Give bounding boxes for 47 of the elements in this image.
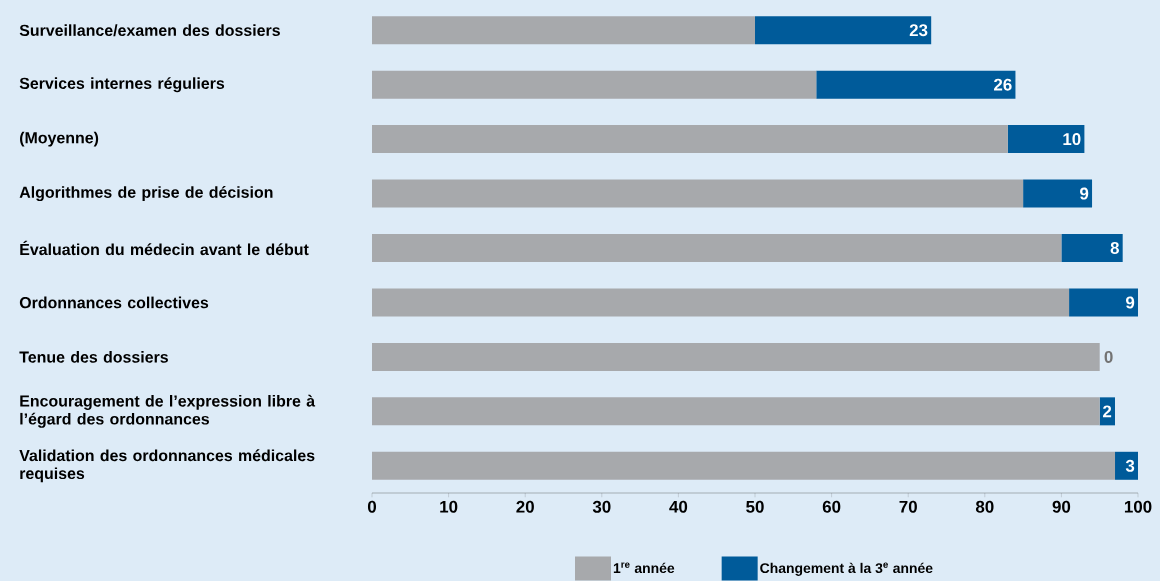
x-tick-label: 60 bbox=[822, 500, 841, 513]
bar bbox=[1023, 179, 1093, 208]
bar bbox=[372, 288, 1070, 317]
data-label: 9 bbox=[1080, 187, 1089, 200]
x-tick-label: 30 bbox=[592, 500, 611, 513]
bar bbox=[372, 16, 755, 45]
x-tick-label: 0 bbox=[367, 500, 377, 513]
x-tick-label: 40 bbox=[669, 500, 688, 513]
bar bbox=[1061, 234, 1123, 263]
data-label: 23 bbox=[909, 24, 928, 37]
x-tick-label: 90 bbox=[1052, 500, 1071, 513]
bar bbox=[372, 179, 1024, 208]
data-label: 2 bbox=[1103, 405, 1112, 418]
data-label: 8 bbox=[1110, 242, 1119, 254]
y-tick-label: Encouragement de l’expression libre à l’égard des ordonnances bbox=[20, 394, 316, 428]
data-label: 26 bbox=[994, 78, 1012, 91]
legend-label: 1$^{re}$ année bbox=[613, 562, 675, 574]
legend-label: Changement à la 3$^{e}$ année bbox=[760, 562, 933, 576]
y-tick-label: Ordonnances collectives bbox=[19, 296, 209, 309]
x-tick-label: 80 bbox=[975, 500, 994, 513]
bar bbox=[372, 234, 1062, 263]
x-tick-label: 20 bbox=[516, 500, 534, 513]
bar bbox=[372, 451, 1116, 480]
bar bbox=[1007, 125, 1085, 154]
y-tick-label: Surveillance/examen des dossiers bbox=[19, 24, 280, 37]
x-tick-label: 50 bbox=[746, 500, 764, 513]
bar bbox=[372, 70, 817, 99]
y-tick-label: (Moyenne) bbox=[20, 131, 99, 147]
data-label: 10 bbox=[1063, 133, 1081, 146]
y-tick-label: Services internes réguliers bbox=[19, 77, 225, 93]
x-tick-label: 10 bbox=[440, 500, 458, 513]
x-tick-label: 70 bbox=[899, 500, 917, 513]
y-tick-label: Évaluation du médecin avant le début bbox=[20, 240, 309, 256]
data-label: 0 bbox=[1104, 350, 1113, 363]
bar bbox=[1069, 288, 1139, 317]
data-label: 9 bbox=[1125, 296, 1135, 309]
data-label: 3 bbox=[1125, 459, 1135, 472]
bar bbox=[755, 16, 932, 45]
bar bbox=[372, 342, 1100, 371]
bar bbox=[372, 397, 1100, 426]
y-tick-label: Algorithmes de prise de décision bbox=[19, 186, 273, 202]
y-tick-label: Validation des ordonnances médicales requises bbox=[19, 449, 315, 483]
x-tick-label: 100 bbox=[1124, 500, 1152, 513]
bar bbox=[1115, 451, 1139, 480]
y-tick-label: Tenue des dossiers bbox=[19, 351, 168, 363]
bar bbox=[816, 70, 1016, 99]
bar bbox=[372, 125, 1008, 154]
